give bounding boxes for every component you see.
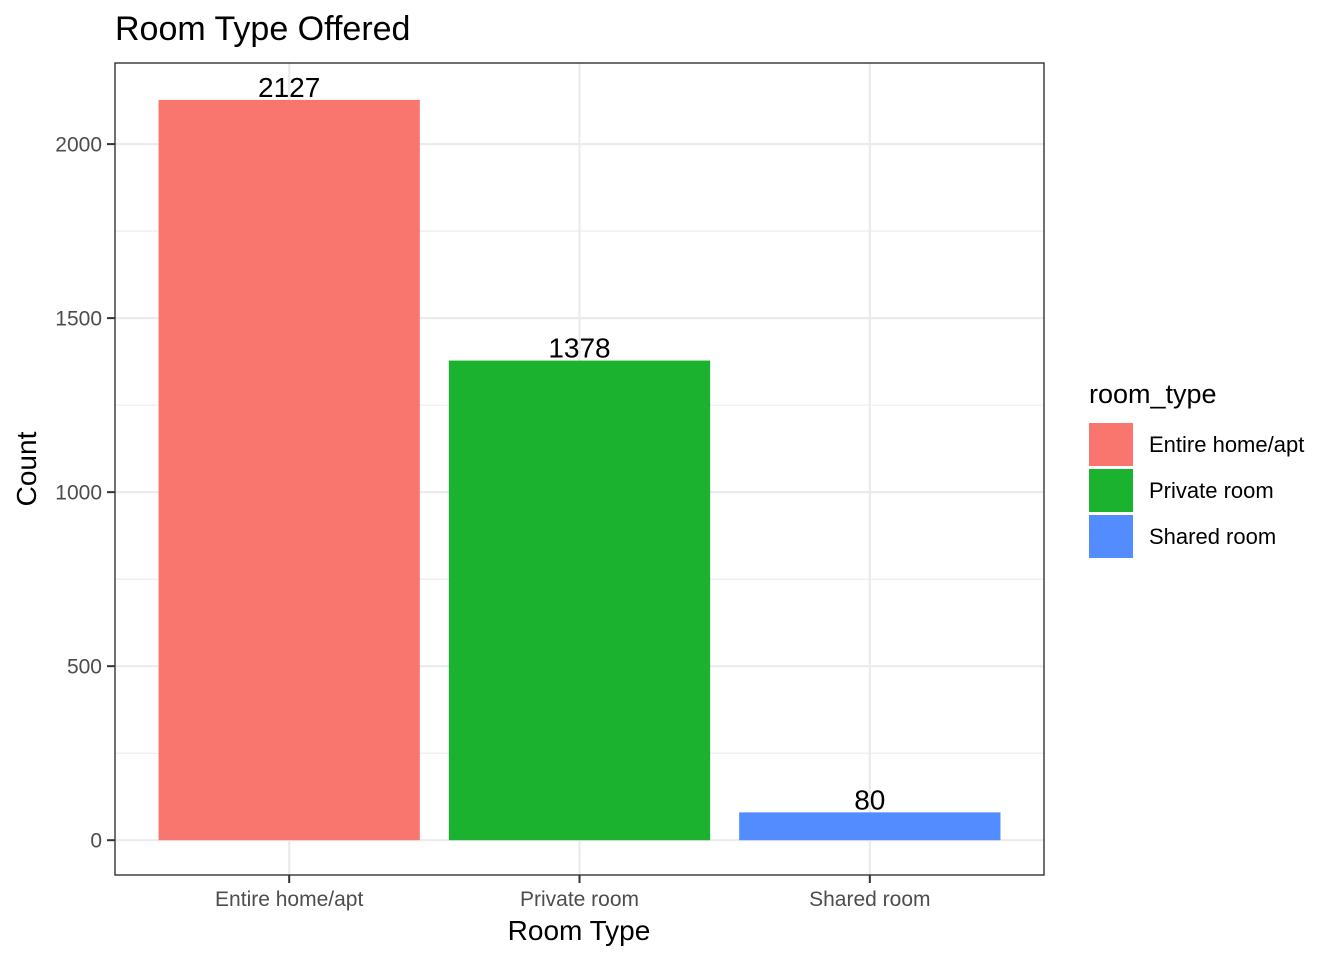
- legend-label: Shared room: [1149, 524, 1276, 549]
- x-tick-label: Shared room: [809, 888, 930, 911]
- legend-label: Entire home/apt: [1149, 432, 1304, 457]
- y-axis: 0 500 1000 1500 2000: [55, 134, 115, 853]
- x-axis-title: Room Type: [508, 915, 651, 946]
- bar-value-label: 1378: [548, 333, 610, 364]
- y-tick-label: 1000: [55, 482, 102, 505]
- y-tick-label: 2000: [55, 134, 102, 157]
- bar: [158, 99, 420, 841]
- data-labels: 2127 1378 80: [258, 72, 885, 815]
- bar: [448, 360, 711, 841]
- legend-swatch: [1089, 423, 1133, 466]
- legend-label: Private room: [1149, 478, 1274, 503]
- bar-value-label: 2127: [258, 72, 320, 103]
- legend-swatch: [1089, 469, 1133, 512]
- bars: [158, 99, 1001, 841]
- y-tick-label: 1500: [55, 308, 102, 331]
- legend-items: Entire home/apt Private room Shared room: [1089, 423, 1304, 558]
- bar: [739, 812, 1001, 841]
- chart-title: Room Type Offered: [115, 10, 410, 48]
- y-axis-title: Count: [11, 431, 42, 506]
- bar-value-label: 80: [854, 784, 885, 815]
- legend-title: room_type: [1089, 379, 1217, 409]
- x-tick-label: Entire home/apt: [215, 888, 363, 911]
- y-tick-label: 0: [90, 830, 102, 853]
- x-tick-label: Private room: [520, 888, 639, 911]
- x-axis: Entire home/apt Private room Shared room: [215, 875, 931, 911]
- legend: room_type Entire home/apt Private room Sha…: [1089, 379, 1304, 558]
- legend-swatch: [1089, 515, 1133, 558]
- y-tick-label: 500: [67, 656, 102, 679]
